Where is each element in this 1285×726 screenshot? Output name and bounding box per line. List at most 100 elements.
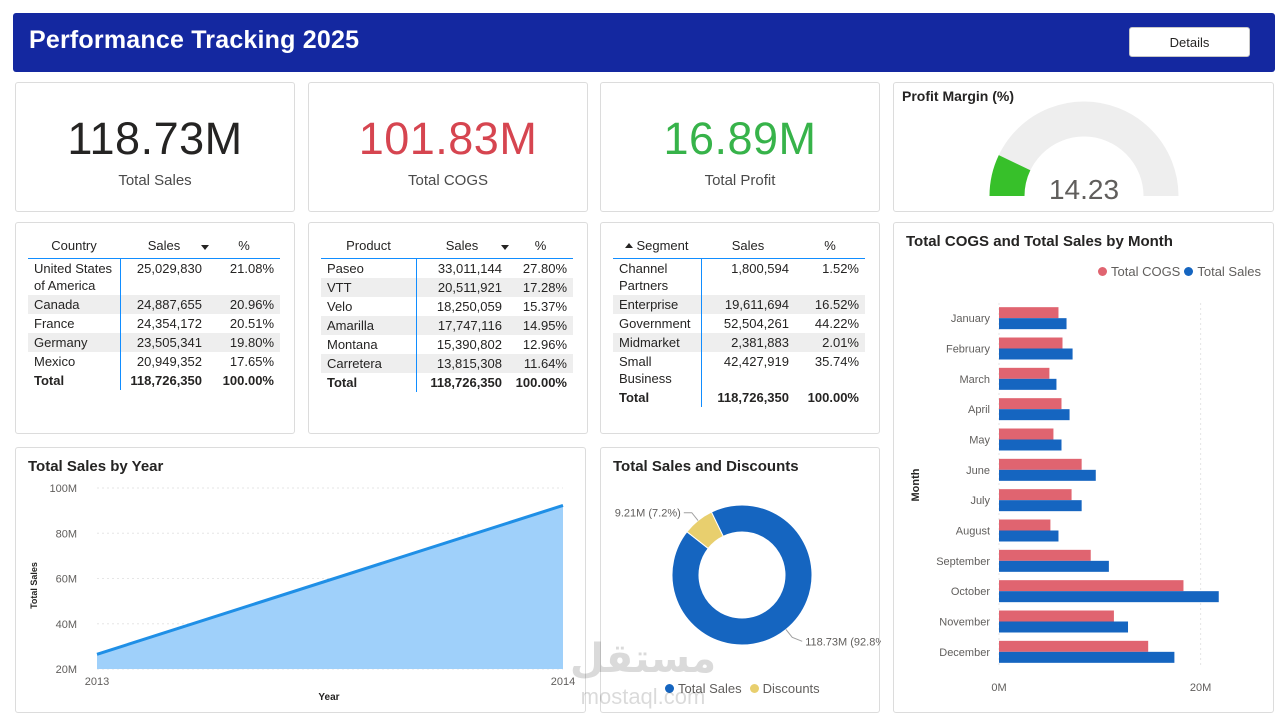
table-row[interactable]: Mexico 20,949,352 17.65%	[28, 351, 280, 371]
table-row[interactable]: Canada 24,887,655 20.96%	[28, 294, 280, 314]
col-header-country[interactable]: Country	[28, 233, 120, 259]
segment-matrix[interactable]: Segment Sales % Channel Partners 1,800,59…	[613, 233, 865, 407]
table-cell: 17.65%	[229, 353, 274, 369]
table-cell: Enterprise	[613, 294, 702, 314]
table-cell: 12.96%	[522, 336, 567, 352]
table-row[interactable]: Enterprise 19,611,694 16.52%	[613, 294, 865, 314]
product-matrix[interactable]: Product Sales % Paseo 33,011,144 27.80% VT…	[321, 233, 573, 392]
bar-total-sales[interactable]	[999, 591, 1219, 603]
table-cell: Channel Partners	[613, 258, 702, 295]
bar-total-sales[interactable]	[999, 409, 1070, 421]
sort-desc-icon[interactable]	[501, 245, 509, 250]
kpi-label-total-sales: Total Sales	[118, 172, 192, 189]
table-cell: 19.80%	[208, 332, 280, 352]
table-row[interactable]: Carretera 13,815,308 11.64%	[321, 353, 573, 373]
table-row[interactable]: Channel Partners 1,800,594 1.52%	[613, 258, 865, 295]
y-tick-label: May	[969, 435, 990, 447]
table-cell: 52,504,261	[723, 315, 789, 331]
bar-total-cogs[interactable]	[999, 367, 1050, 379]
bar-total-sales[interactable]	[999, 651, 1175, 663]
table-cell: Montana	[321, 334, 417, 354]
col-header-percent[interactable]: %	[508, 233, 573, 259]
gauge-value-label: 14.23	[1049, 174, 1119, 205]
bar-total-cogs[interactable]	[999, 458, 1082, 470]
col-header-segment-label: Segment	[636, 237, 689, 253]
table-row[interactable]: United States of America 25,029,830 21.08%	[28, 258, 280, 295]
sort-desc-icon[interactable]	[201, 245, 209, 250]
legend-dot-discounts	[749, 684, 759, 693]
bar-total-sales[interactable]	[999, 318, 1067, 330]
profit-margin-title: Profit Margin (%)	[902, 88, 1014, 104]
sales-by-year-chart[interactable]: 20M 40M 60M 80M 100M 2013 2014 Year Total Sales	[16, 448, 587, 714]
col-header-product[interactable]: Product	[321, 233, 416, 259]
bar-total-sales[interactable]	[999, 348, 1073, 360]
col-header-segment[interactable]: Segment	[613, 233, 701, 259]
gauge-fill	[989, 155, 1031, 197]
table-row[interactable]: Germany 23,505,341 19.80%	[28, 332, 280, 352]
bar-total-cogs[interactable]	[999, 489, 1072, 501]
bar-total-cogs[interactable]	[999, 337, 1063, 349]
table-cell: Government	[613, 313, 702, 333]
col-header-sales[interactable]: Sales	[416, 233, 509, 259]
y-tick-label: April	[968, 404, 990, 416]
table-cell: 1.52%	[822, 260, 859, 276]
col-header-percent[interactable]: %	[795, 233, 865, 259]
bar-total-cogs[interactable]	[999, 398, 1062, 410]
table-cell: 100.00%	[807, 389, 859, 405]
table-row[interactable]: Paseo 33,011,144 27.80%	[321, 258, 573, 278]
col-header-sales-label: Sales	[445, 237, 479, 253]
donut-slice-total-sales[interactable]	[671, 504, 813, 646]
table-row[interactable]: Small Business 42,427,919 35.74%	[613, 351, 865, 388]
country-matrix[interactable]: Country Sales % United States of America…	[28, 233, 280, 390]
bar-total-sales[interactable]	[999, 621, 1129, 633]
table-row[interactable]: Montana 15,390,802 12.96%	[321, 334, 573, 354]
bar-total-cogs[interactable]	[999, 580, 1184, 592]
table-total-row: Total 118,726,350 100.00%	[28, 370, 280, 390]
table-row[interactable]: France 24,354,172 20.51%	[28, 313, 280, 333]
bar-total-cogs[interactable]	[999, 428, 1054, 440]
kpi-value-total-cogs: 101.83M	[358, 113, 538, 164]
col-header-sales[interactable]: Sales	[120, 233, 209, 259]
table-cell: Total	[613, 387, 702, 407]
table-cell: Canada	[28, 294, 121, 314]
table-row[interactable]: VTT 20,511,921 17.28%	[321, 277, 573, 297]
table-row[interactable]: Midmarket 2,381,883 2.01%	[613, 332, 865, 352]
table-cell: 23,505,341	[120, 332, 208, 352]
bar-total-cogs[interactable]	[999, 610, 1114, 622]
col-header-percent[interactable]: %	[208, 233, 280, 259]
sort-asc-icon[interactable]	[625, 242, 634, 248]
bar-total-sales[interactable]	[999, 530, 1059, 542]
col-header-sales[interactable]: Sales	[701, 233, 795, 259]
product-table-card: Product Sales % Paseo 33,011,144 27.80% VT…	[308, 222, 588, 434]
sales-discounts-donut[interactable]: 118.73M (92.8%) 9.21M (7.2%)	[601, 448, 881, 678]
bar-total-cogs[interactable]	[999, 640, 1149, 652]
bar-total-cogs[interactable]	[999, 549, 1091, 561]
bar-total-cogs[interactable]	[999, 307, 1059, 319]
table-cell: 24,887,655	[120, 294, 208, 314]
table-cell: Small Business	[613, 351, 702, 388]
bar-total-sales[interactable]	[999, 500, 1082, 512]
data-label-total-sales: 118.73M (92.8%)	[805, 636, 881, 648]
table-row[interactable]: Amarilla 17,747,116 14.95%	[321, 315, 573, 335]
cogs-sales-month-chart[interactable]: 0M 20M January February March April May June Jul…	[894, 223, 1275, 714]
table-cell: 15,390,802	[436, 336, 502, 352]
table-cell: 16.52%	[795, 294, 865, 314]
bar-total-sales[interactable]	[999, 469, 1096, 481]
details-button[interactable]: Details	[1129, 27, 1250, 57]
table-cell: Carretera	[321, 353, 417, 373]
bar-total-sales[interactable]	[999, 439, 1062, 451]
bar-total-cogs[interactable]	[999, 519, 1051, 531]
page-title: Performance Tracking 2025	[29, 26, 360, 54]
donut-legend: Total Sales Discounts	[665, 681, 820, 696]
kpi-card-total-cogs: 101.83M Total COGS	[308, 82, 588, 212]
x-tick-label: 20M	[1190, 682, 1211, 694]
table-cell: 2.01%	[795, 332, 865, 352]
bar-total-sales[interactable]	[999, 378, 1057, 390]
bar-total-sales[interactable]	[999, 560, 1109, 572]
table-row[interactable]: Velo 18,250,059 15.37%	[321, 296, 573, 316]
donut-slice-discounts[interactable]	[686, 511, 724, 550]
sales-by-year-title: Total Sales by Year	[28, 458, 164, 475]
leader-line	[785, 629, 803, 642]
y-tick-label: November	[939, 617, 990, 629]
table-row[interactable]: Government 52,504,261 44.22%	[613, 313, 865, 333]
